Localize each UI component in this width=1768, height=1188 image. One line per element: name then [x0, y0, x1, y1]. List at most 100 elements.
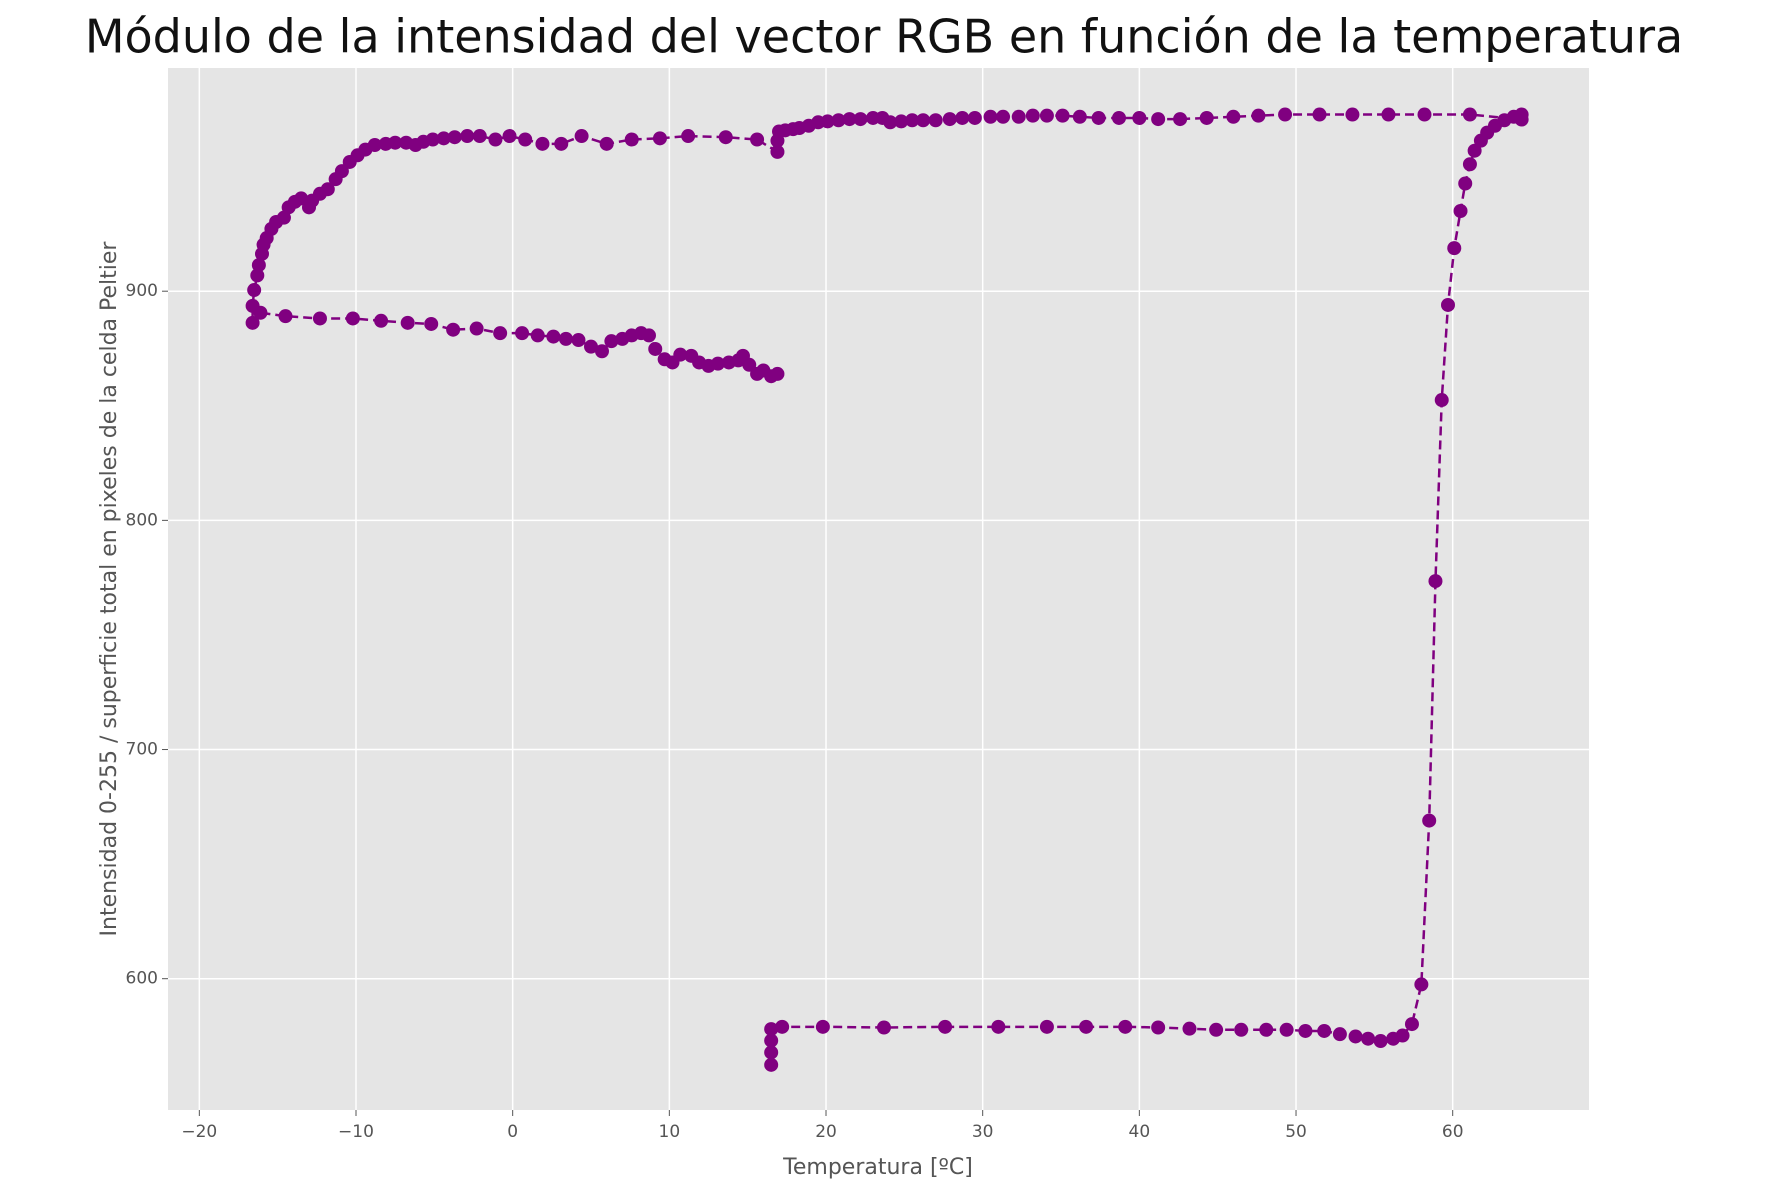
data-point [488, 132, 503, 147]
data-point [446, 322, 461, 337]
data-point [1404, 1017, 1419, 1032]
x-tick-label: 40 [1129, 1122, 1151, 1142]
data-point [1373, 1034, 1388, 1049]
data-point [255, 246, 270, 261]
data-point [1072, 109, 1087, 124]
data-point [460, 129, 475, 144]
data-point [1467, 143, 1482, 158]
x-axis-label: Temperatura [ºC] [782, 1155, 973, 1180]
data-point [571, 333, 586, 348]
data-point [1462, 107, 1477, 122]
data-point [928, 113, 943, 128]
data-point [641, 328, 656, 343]
data-point [594, 344, 609, 359]
data-point [1381, 107, 1396, 122]
data-point [1091, 110, 1106, 125]
data-point [1182, 1021, 1197, 1036]
data-point [515, 326, 530, 341]
data-point [1173, 112, 1188, 127]
data-point [770, 133, 785, 148]
chart-title: Módulo de la intensidad del vector RGB e… [85, 10, 1683, 64]
data-point [681, 129, 696, 144]
plot-area [168, 68, 1589, 1110]
data-point [1462, 157, 1477, 172]
data-point [996, 109, 1011, 124]
data-point [1226, 109, 1241, 124]
data-point [1345, 107, 1360, 122]
data-point [1132, 110, 1147, 125]
data-point [775, 1019, 790, 1034]
data-point [424, 316, 439, 331]
data-point [312, 311, 327, 326]
x-tick-label: 20 [815, 1122, 837, 1142]
data-point [447, 130, 462, 145]
data-point [1440, 297, 1455, 312]
data-point [1312, 107, 1327, 122]
data-point [604, 334, 619, 349]
y-axis-label: Intensidad 0-255 / superficie total en p… [97, 241, 122, 937]
data-point [400, 315, 415, 330]
data-point [1332, 1027, 1347, 1042]
data-point [535, 136, 550, 151]
data-point [750, 132, 765, 147]
data-point [1251, 108, 1266, 123]
data-point [905, 113, 920, 128]
data-point [399, 135, 414, 150]
data-point [1428, 574, 1443, 589]
x-tick-label: 10 [659, 1122, 681, 1142]
data-point [1417, 107, 1432, 122]
data-point [764, 1033, 779, 1048]
data-point [1055, 108, 1070, 123]
data-point [955, 110, 970, 125]
data-point [1039, 108, 1054, 123]
data-point [1279, 1022, 1294, 1037]
data-point [502, 129, 517, 144]
data-point [624, 132, 639, 147]
data-point [1458, 176, 1473, 191]
data-point [673, 347, 688, 362]
data-point [1209, 1022, 1224, 1037]
data-point [436, 131, 451, 146]
data-point [983, 109, 998, 124]
data-point [546, 329, 561, 344]
data-point [378, 136, 393, 151]
data-point [530, 328, 545, 343]
data-point [1259, 1022, 1274, 1037]
data-point [1361, 1031, 1376, 1046]
data-point [876, 1020, 891, 1035]
data-point [648, 341, 663, 356]
data-point [1453, 203, 1468, 218]
data-point [1199, 110, 1214, 125]
data-point [938, 1019, 953, 1034]
data-point [764, 1057, 779, 1072]
data-point [328, 172, 343, 187]
data-point [1079, 1019, 1094, 1034]
data-point [342, 154, 357, 169]
data-point [770, 144, 785, 159]
data-point [916, 113, 931, 128]
data-point [1422, 813, 1437, 828]
data-point [718, 130, 733, 145]
data-point [894, 114, 909, 129]
data-point [253, 305, 268, 320]
data-point [345, 311, 360, 326]
data-point [1395, 1028, 1410, 1043]
data-point [942, 112, 957, 127]
data-point [853, 112, 868, 127]
data-point [1414, 977, 1429, 992]
data-point [1434, 393, 1449, 408]
data-point [764, 1045, 779, 1060]
data-point [250, 268, 265, 283]
x-tick-label: 60 [1442, 1122, 1464, 1142]
data-point [558, 331, 573, 346]
data-point [469, 321, 484, 336]
x-tick-label: 0 [507, 1122, 518, 1142]
data-point [251, 258, 266, 273]
x-tick-label: −20 [181, 1122, 217, 1142]
data-point [245, 315, 260, 330]
x-tick-label: 30 [972, 1122, 994, 1142]
data-point [770, 366, 785, 381]
data-point [842, 112, 857, 127]
data-point [493, 326, 508, 341]
x-tick-label: 50 [1285, 1122, 1307, 1142]
